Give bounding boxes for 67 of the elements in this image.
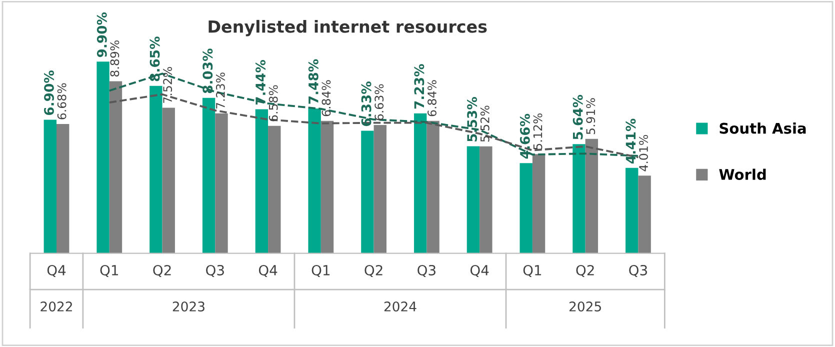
bar bbox=[215, 113, 228, 254]
x-tick-label: Q3 bbox=[629, 264, 647, 278]
x-tick-label: Q1 bbox=[312, 264, 330, 278]
x-tick-label: Q4 bbox=[470, 264, 489, 278]
bar bbox=[638, 176, 651, 254]
bar bbox=[585, 138, 598, 254]
data-label: 7.44% bbox=[256, 60, 266, 105]
bar bbox=[532, 154, 546, 254]
bar bbox=[520, 163, 532, 254]
text: 2022 bbox=[40, 302, 72, 312]
data-label: 5.12% bbox=[533, 113, 542, 150]
data-label: 7.23% bbox=[414, 64, 424, 109]
data-label: 6.58% bbox=[268, 85, 278, 122]
data-label: 6.84% bbox=[322, 80, 331, 116]
text: 2023 bbox=[172, 302, 204, 312]
bar bbox=[426, 120, 440, 254]
data-label: 5.91% bbox=[586, 98, 596, 134]
data-label: 5.53% bbox=[467, 97, 478, 142]
bar bbox=[109, 81, 122, 254]
bar bbox=[374, 124, 386, 254]
bar bbox=[162, 108, 175, 254]
x-tick-label: Q3 bbox=[418, 264, 436, 278]
bar bbox=[255, 109, 268, 254]
bar bbox=[626, 168, 638, 254]
bar bbox=[150, 86, 162, 254]
x-tick-label: Q2 bbox=[576, 264, 594, 278]
data-label: 4.41% bbox=[626, 118, 636, 164]
bar bbox=[414, 113, 427, 254]
data-label: 7.52% bbox=[163, 66, 172, 103]
bar bbox=[480, 146, 492, 254]
chart-title: Denylisted internet resources bbox=[208, 20, 487, 36]
bar bbox=[572, 144, 586, 254]
data-label: 7.23% bbox=[216, 72, 225, 108]
data-label: 6.68% bbox=[57, 83, 66, 120]
data-label: 6.84% bbox=[428, 80, 436, 116]
data-label: 9.90% bbox=[96, 12, 107, 58]
data-label: 4.66% bbox=[520, 114, 530, 159]
data-label: 6.90% bbox=[44, 70, 54, 116]
data-label: 8.03% bbox=[202, 48, 213, 94]
bar bbox=[308, 108, 321, 254]
x-tick-label: Q1 bbox=[100, 264, 118, 278]
x-tick-label: Q2 bbox=[153, 264, 171, 278]
bar bbox=[44, 120, 56, 254]
bar bbox=[56, 124, 70, 254]
bar bbox=[466, 146, 480, 254]
data-label: 5.52% bbox=[480, 106, 490, 142]
bar bbox=[320, 120, 334, 254]
legend-label: South Asia bbox=[720, 122, 806, 134]
text: 2025 bbox=[570, 302, 601, 312]
data-label: 4.01% bbox=[639, 134, 648, 172]
x-tick-label: Q3 bbox=[206, 264, 224, 278]
legend-label: World bbox=[719, 168, 766, 180]
x-tick-label: Q4 bbox=[258, 264, 278, 278]
x-tick-label: Q1 bbox=[523, 264, 542, 278]
data-label: 6.63% bbox=[374, 84, 384, 120]
data-label: 8.65% bbox=[150, 36, 160, 82]
bar bbox=[268, 126, 281, 254]
x-tick-label: Q2 bbox=[364, 264, 382, 278]
data-label: 8.89% bbox=[110, 40, 120, 77]
bar bbox=[96, 62, 110, 254]
data-label: 6.33% bbox=[361, 82, 372, 126]
data-label: 7.48% bbox=[308, 59, 318, 104]
bar bbox=[361, 130, 374, 254]
text: 2024 bbox=[384, 302, 416, 312]
x-tick-label: Q4 bbox=[47, 264, 66, 278]
data-label: 5.64% bbox=[572, 94, 583, 140]
bar bbox=[202, 98, 216, 254]
